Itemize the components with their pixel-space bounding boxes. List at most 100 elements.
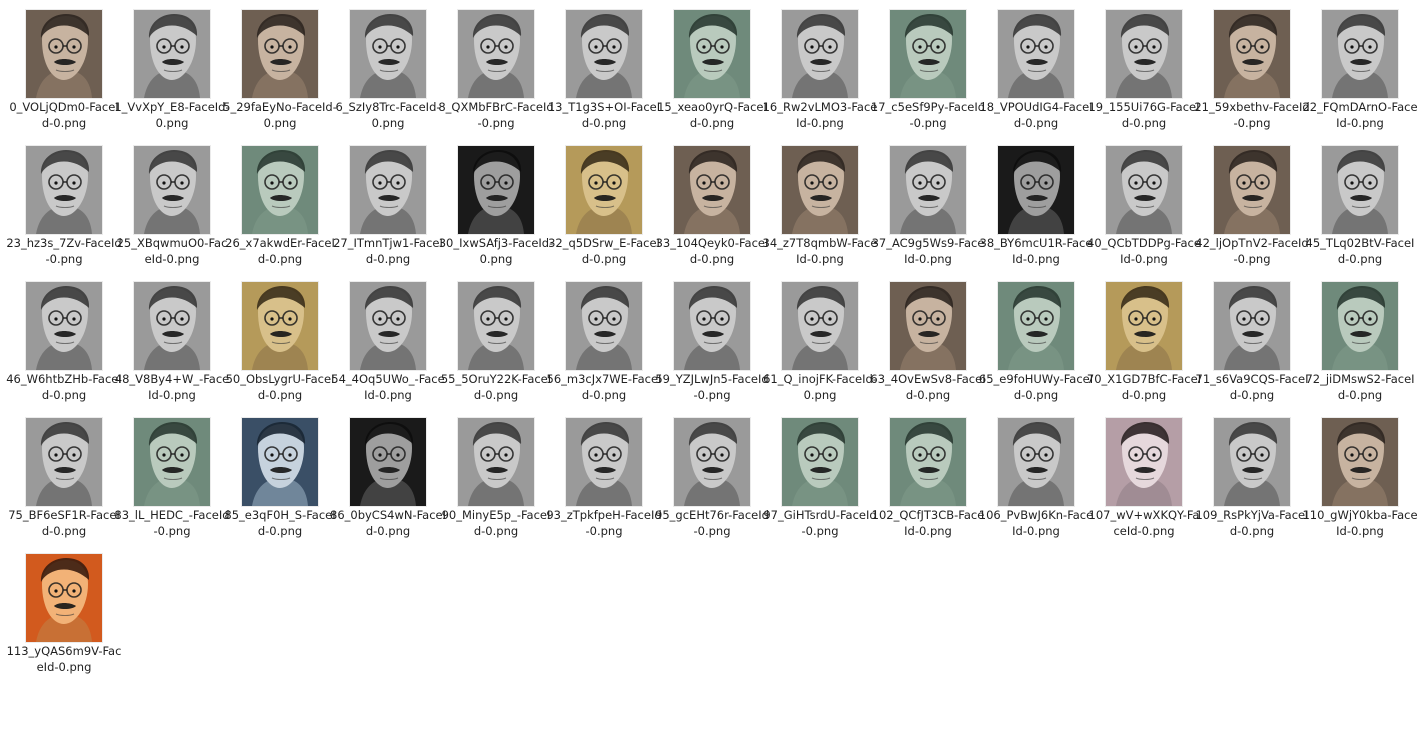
portrait-image	[242, 10, 318, 98]
portrait-image	[350, 282, 426, 370]
file-name-label: 32_q5DSrw_E-FaceId-0.png	[548, 236, 660, 266]
file-thumbnail	[782, 10, 858, 98]
file-name-label: 19_155Ui76G-FaceId-0.png	[1088, 100, 1200, 130]
file-item[interactable]: 0_VOLjQDm0-FaceId-0.png	[0, 0, 119, 130]
file-item[interactable]: 95_gcEHt76r-FaceId-0.png	[648, 408, 769, 538]
file-thumbnail	[458, 10, 534, 98]
portrait-image	[134, 146, 210, 234]
file-item[interactable]: 32_q5DSrw_E-FaceId-0.png	[540, 136, 660, 266]
file-item[interactable]: 107_wV+wXKQY-FaceId-0.png	[1080, 408, 1199, 538]
file-item[interactable]: 48_V8By4+W_-FaceId-0.png	[108, 272, 229, 402]
file-item[interactable]: 42_ljOpTnV2-FaceId-0.png	[1188, 136, 1309, 266]
file-item[interactable]: 109_RsPkYjVa-FaceId-0.png	[1188, 408, 1309, 538]
file-item[interactable]: 34_z7T8qmbW-FaceId-0.png	[756, 136, 877, 266]
file-item[interactable]: 55_5OruY22K-FaceId-0.png	[432, 272, 551, 402]
portrait-image	[458, 146, 534, 234]
file-name-label: 56_m3cJx7WE-FaceId-0.png	[546, 372, 662, 402]
file-thumbnail	[350, 282, 426, 370]
file-item[interactable]: 17_c5eSf9Py-FaceId-0.png	[864, 0, 985, 130]
file-item[interactable]: 113_yQAS6m9V-FaceId-0.png	[0, 544, 121, 674]
file-thumbnail	[890, 10, 966, 98]
file-item[interactable]: 23_hz3s_7Zv-FaceId-0.png	[0, 136, 122, 266]
file-name-label: 18_VPOUdIG4-FaceId-0.png	[979, 100, 1093, 130]
file-name-label: 50_ObsLygrU-FaceId-0.png	[225, 372, 335, 402]
file-item[interactable]: 13_T1g3S+OI-FaceId-0.png	[540, 0, 660, 130]
file-name-label: 5_29faEyNo-FaceId-0.png	[223, 100, 337, 130]
file-thumbnail	[458, 146, 534, 234]
file-item[interactable]: 45_TLq02BtV-FaceId-0.png	[1296, 136, 1414, 266]
file-item[interactable]: 30_IxwSAfj3-FaceId-0.png	[432, 136, 553, 266]
file-item[interactable]: 110_gWjY0kba-FaceId-0.png	[1296, 408, 1418, 538]
file-item[interactable]: 19_155Ui76G-FaceId-0.png	[1080, 0, 1200, 130]
portrait-image	[998, 282, 1074, 370]
file-item[interactable]: 18_VPOUdIG4-FaceId-0.png	[972, 0, 1093, 130]
file-item[interactable]: 75_BF6eSF1R-FaceId-0.png	[0, 408, 120, 538]
file-item[interactable]: 21_59xbethv-FaceId-0.png	[1188, 0, 1310, 130]
file-item[interactable]: 63_4OvEwSv8-FaceId-0.png	[864, 272, 986, 402]
file-item[interactable]: 59_YZJLwJn5-FaceId-0.png	[648, 272, 769, 402]
file-item[interactable]: 93_zTpkfpeH-FaceId-0.png	[540, 408, 662, 538]
file-item[interactable]: 85_e3qF0H_S-FaceId-0.png	[216, 408, 336, 538]
file-item[interactable]: 97_GiHTsrdU-FaceId-0.png	[756, 408, 877, 538]
file-item[interactable]: 6_SzIy8Trc-FaceId-0.png	[324, 0, 441, 130]
portrait-image	[458, 418, 534, 506]
file-item[interactable]: 27_ITmnTjw1-FaceId-0.png	[324, 136, 443, 266]
file-item[interactable]: 38_BY6mcU1R-FaceId-0.png	[972, 136, 1092, 266]
portrait-image	[242, 146, 318, 234]
file-item[interactable]: 50_ObsLygrU-FaceId-0.png	[216, 272, 334, 402]
file-thumbnail	[998, 418, 1074, 506]
file-thumbnail	[566, 10, 642, 98]
file-name-label: 59_YZJLwJn5-FaceId-0.png	[655, 372, 769, 402]
file-item[interactable]: 65_e9foHUWy-FaceId-0.png	[972, 272, 1093, 402]
file-item[interactable]: 46_W6htbZHb-FaceId-0.png	[0, 272, 122, 402]
file-thumbnail	[566, 282, 642, 370]
file-item[interactable]: 25_XBqwmuO0-FaceId-0.png	[108, 136, 227, 266]
portrait-image	[350, 418, 426, 506]
file-item[interactable]: 40_QCbTDDPg-FaceId-0.png	[1080, 136, 1201, 266]
portrait-image	[1322, 10, 1398, 98]
file-item[interactable]: 15_xeao0yrQ-FaceId-0.png	[648, 0, 767, 130]
file-item[interactable]: 70_X1GD7BfC-FaceId-0.png	[1080, 272, 1201, 402]
portrait-image	[566, 418, 642, 506]
file-name-label: 40_QCbTDDPg-FaceId-0.png	[1087, 236, 1201, 266]
file-name-label: 113_yQAS6m9V-FaceId-0.png	[6, 644, 122, 674]
file-item[interactable]: 72_jiDMswS2-FaceId-0.png	[1296, 272, 1415, 402]
file-item[interactable]: 8_QXMbFBrC-FaceId-0.png	[432, 0, 554, 130]
file-name-label: 97_GiHTsrdU-FaceId-0.png	[763, 508, 877, 538]
file-name-label: 71_s6Va9CQS-FaceId-0.png	[1195, 372, 1309, 402]
file-name-label: 107_wV+wXKQY-FaceId-0.png	[1088, 508, 1200, 538]
file-thumbnail	[1106, 10, 1182, 98]
file-item[interactable]: 54_4Oq5UWo_-FaceId-0.png	[324, 272, 445, 402]
file-item[interactable]: 5_29faEyNo-FaceId-0.png	[216, 0, 337, 130]
file-item[interactable]: 71_s6Va9CQS-FaceId-0.png	[1188, 272, 1308, 402]
file-item[interactable]: 22_FQmDArnO-FaceId-0.png	[1296, 0, 1418, 130]
file-thumbnail	[1322, 10, 1398, 98]
file-item[interactable]: 37_AC9g5Ws9-FaceId-0.png	[864, 136, 984, 266]
file-name-label: 63_4OvEwSv8-FaceId-0.png	[870, 372, 986, 402]
file-item[interactable]: 83_lL_HEDC_-FaceId-0.png	[108, 408, 230, 538]
file-thumbnail	[458, 282, 534, 370]
file-thumbnail	[26, 554, 102, 642]
file-thumbnail	[26, 282, 102, 370]
file-item[interactable]: 61_Q_inojFK-FaceId-0.png	[756, 272, 877, 402]
file-item[interactable]: 90_MinyE5p_-FaceId-0.png	[432, 408, 550, 538]
file-item[interactable]: 33_104Qeyk0-FaceId-0.png	[648, 136, 768, 266]
portrait-image	[1214, 146, 1290, 234]
file-item[interactable]: 56_m3cJx7WE-FaceId-0.png	[540, 272, 661, 402]
file-item[interactable]: 102_QCfJT3CB-FaceId-0.png	[864, 408, 984, 538]
portrait-image	[458, 282, 534, 370]
file-item[interactable]: 1_VvXpY_E8-FaceId-0.png	[108, 0, 230, 130]
file-name-label: 65_e9foHUWy-FaceId-0.png	[978, 372, 1094, 402]
file-item[interactable]: 86_0byCS4wN-FaceId-0.png	[324, 408, 446, 538]
file-item[interactable]: 26_x7akwdEr-FaceId-0.png	[216, 136, 335, 266]
file-name-label: 109_RsPkYjVa-FaceId-0.png	[1195, 508, 1309, 538]
file-item[interactable]: 106_PvBwJ6Kn-FaceId-0.png	[972, 408, 1093, 538]
portrait-image	[782, 10, 858, 98]
portrait-image	[566, 282, 642, 370]
file-item[interactable]: 16_Rw2vLMO3-FaceId-0.png	[756, 0, 877, 130]
file-thumbnail	[674, 10, 750, 98]
file-name-label: 85_e3qF0H_S-FaceId-0.png	[224, 508, 336, 538]
portrait-image	[890, 146, 966, 234]
file-thumbnail	[674, 146, 750, 234]
file-name-label: 86_0byCS4wN-FaceId-0.png	[330, 508, 447, 538]
